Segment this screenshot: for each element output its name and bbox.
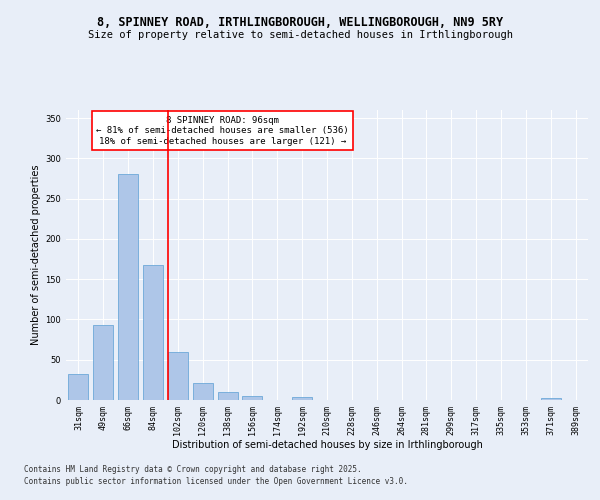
- Bar: [94, 325, 113, 400]
- Bar: [218, 392, 238, 400]
- Bar: [541, 398, 560, 400]
- Text: Contains public sector information licensed under the Open Government Licence v3: Contains public sector information licen…: [24, 476, 408, 486]
- X-axis label: Distribution of semi-detached houses by size in Irthlingborough: Distribution of semi-detached houses by …: [172, 440, 482, 450]
- Bar: [168, 352, 188, 400]
- Bar: [242, 396, 262, 400]
- Bar: [118, 174, 138, 400]
- Bar: [68, 374, 88, 400]
- Y-axis label: Number of semi-detached properties: Number of semi-detached properties: [31, 165, 41, 345]
- Bar: [292, 397, 312, 400]
- Bar: [193, 383, 212, 400]
- Text: 8 SPINNEY ROAD: 96sqm
← 81% of semi-detached houses are smaller (536)
18% of sem: 8 SPINNEY ROAD: 96sqm ← 81% of semi-deta…: [96, 116, 349, 146]
- Text: Size of property relative to semi-detached houses in Irthlingborough: Size of property relative to semi-detach…: [88, 30, 512, 40]
- Bar: [143, 264, 163, 400]
- Text: 8, SPINNEY ROAD, IRTHLINGBOROUGH, WELLINGBOROUGH, NN9 5RY: 8, SPINNEY ROAD, IRTHLINGBOROUGH, WELLIN…: [97, 16, 503, 29]
- Text: Contains HM Land Registry data © Crown copyright and database right 2025.: Contains HM Land Registry data © Crown c…: [24, 466, 362, 474]
